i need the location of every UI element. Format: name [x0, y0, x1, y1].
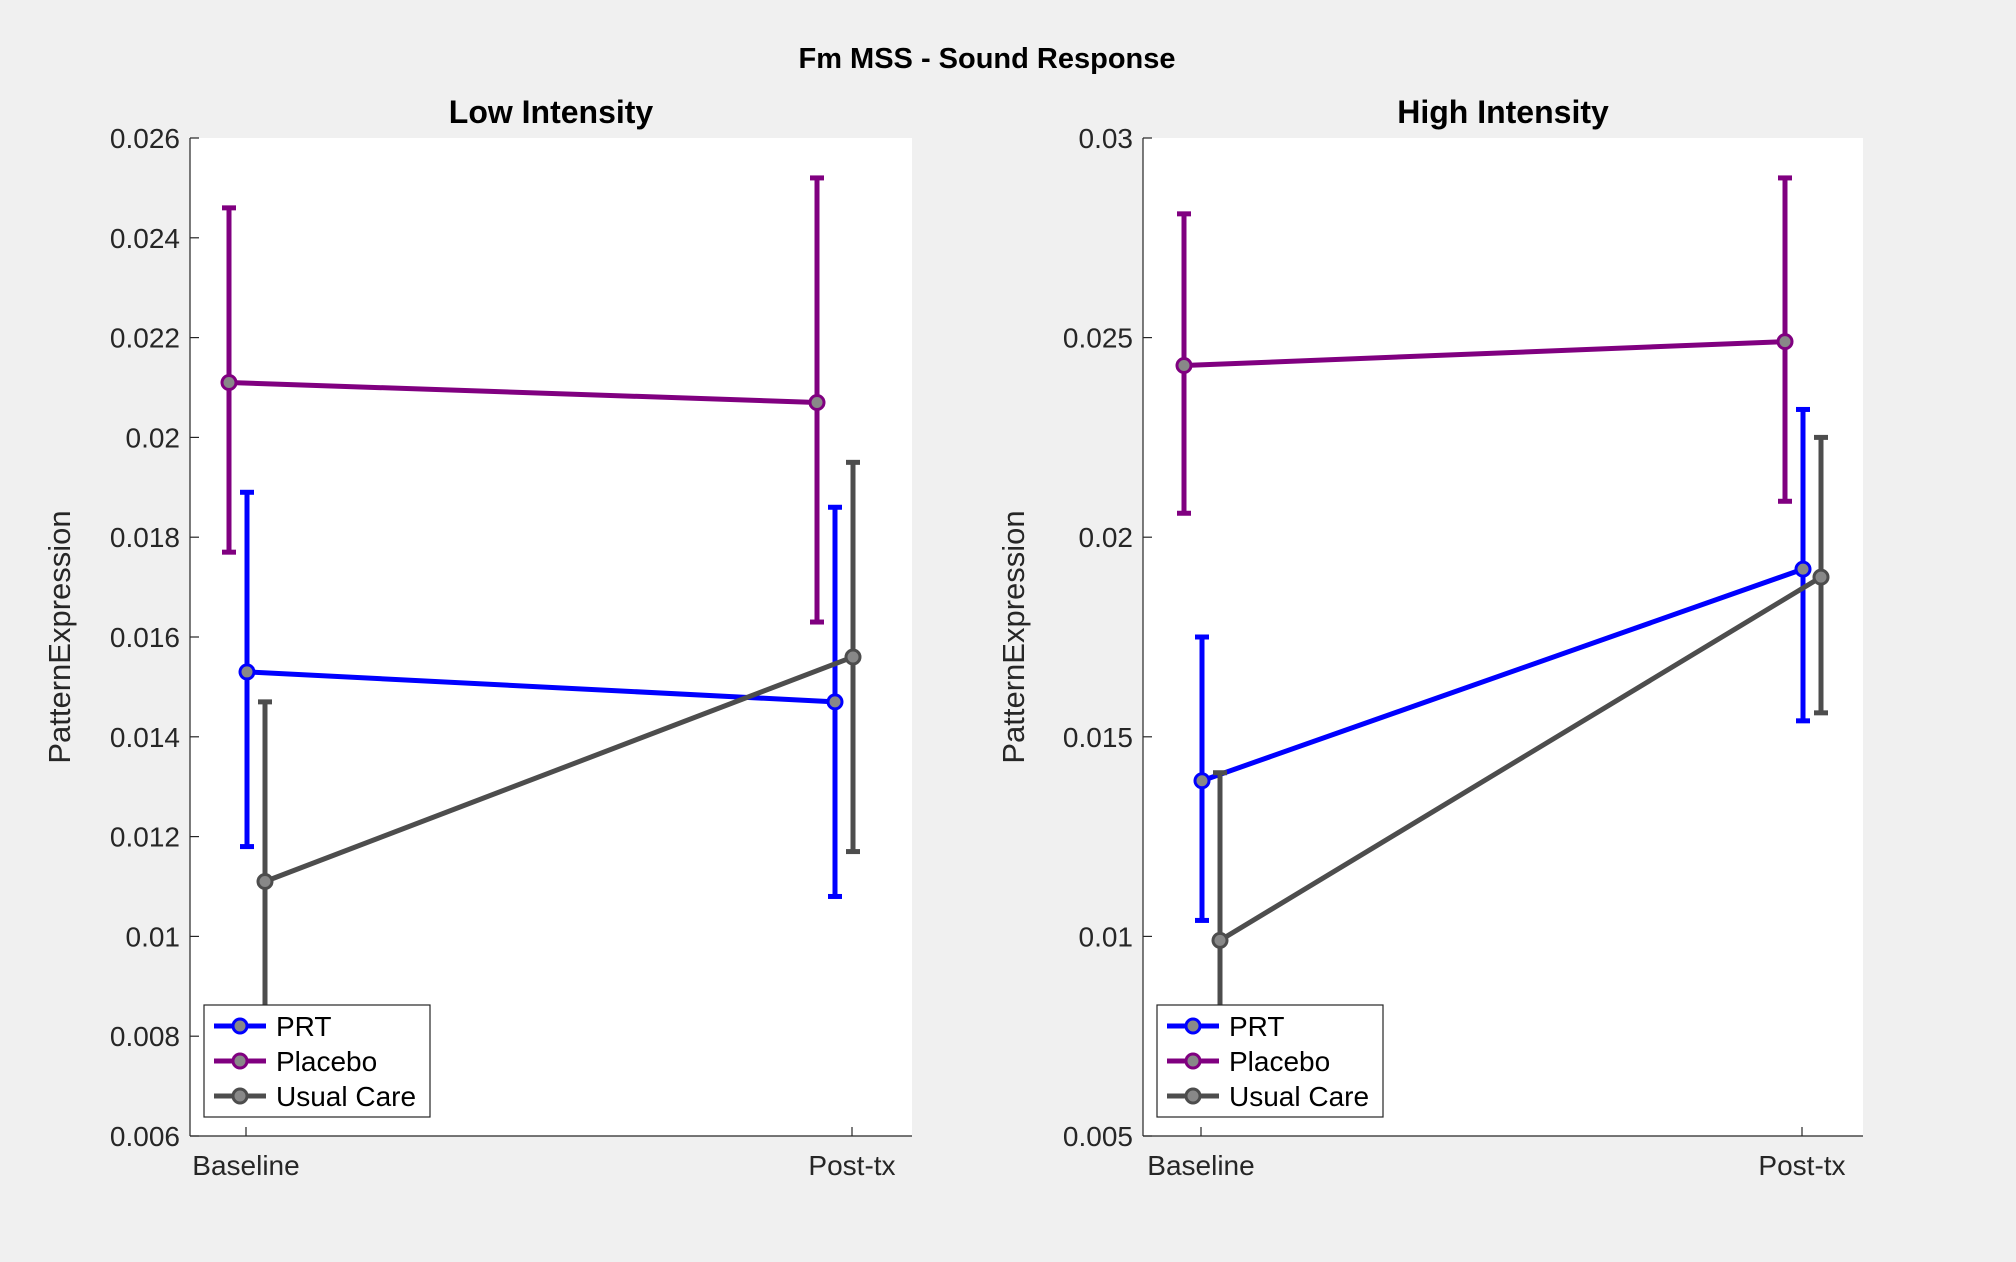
x-tick-label: Baseline	[192, 1150, 299, 1181]
y-tick-label: 0.02	[126, 422, 181, 453]
legend-swatch-marker	[1184, 1017, 1202, 1035]
y-tick-label: 0.014	[110, 722, 180, 753]
y-tick-label: 0.025	[1063, 323, 1133, 354]
series-marker	[238, 663, 256, 681]
y-tick-label: 0.024	[110, 223, 180, 254]
legend-label: Placebo	[276, 1046, 377, 1077]
data-layer	[220, 175, 862, 1059]
data-layer	[1175, 175, 1830, 1083]
series-line	[246, 669, 836, 705]
series-marker	[1211, 931, 1229, 949]
plot-area	[190, 138, 912, 1136]
series-marker	[1812, 568, 1830, 586]
series-line	[264, 654, 854, 884]
y-tick-label: 0.008	[110, 1021, 180, 1052]
legend-swatch-marker	[1184, 1052, 1202, 1070]
series-marker	[220, 374, 238, 392]
y-tick-label: 0.018	[110, 522, 180, 553]
high-intensity-panel: High Intensity 0.005 0.01 0.015 0.02 0.025 0.0…	[996, 94, 1863, 1181]
legend-label: PRT	[276, 1011, 332, 1042]
y-tick-label: 0.01	[1079, 921, 1134, 952]
series-line	[1218, 574, 1823, 943]
low-intensity-panel: Low Intensity 0.006 0.008 0.01 0.012 0.014 0.0…	[42, 94, 912, 1181]
x-tick-label: Baseline	[1147, 1150, 1254, 1181]
x-tick-label: Post-tx	[808, 1150, 895, 1181]
series-line	[1201, 566, 1804, 784]
y-tick-label: 0.03	[1079, 123, 1134, 154]
legend-label: PRT	[1229, 1011, 1285, 1042]
y-tick-label: 0.015	[1063, 722, 1133, 753]
series-line	[228, 380, 818, 405]
series-marker	[1794, 560, 1812, 578]
legend-swatch-marker	[231, 1087, 249, 1105]
legend-label: Usual Care	[1229, 1081, 1369, 1112]
y-tick-label: 0.01	[126, 921, 181, 952]
panel-title: High Intensity	[1397, 94, 1609, 130]
plot-area	[1143, 138, 1863, 1136]
series-marker	[1193, 772, 1211, 790]
series-marker	[1175, 357, 1193, 375]
legend-swatch-marker	[231, 1017, 249, 1035]
y-tick-label: 0.005	[1063, 1121, 1133, 1152]
series-marker	[1776, 333, 1794, 351]
legend-label: Placebo	[1229, 1046, 1330, 1077]
series-marker	[844, 648, 862, 666]
series-line	[1183, 339, 1786, 369]
y-tick-label: 0.016	[110, 622, 180, 653]
y-tick-label: 0.006	[110, 1121, 180, 1152]
legend-swatch-marker	[1184, 1087, 1202, 1105]
panel-title: Low Intensity	[449, 94, 654, 130]
legend-swatch-marker	[231, 1052, 249, 1070]
y-axis-label: PatternExpression	[996, 510, 1031, 763]
series-marker	[256, 873, 274, 891]
y-tick-label: 0.026	[110, 123, 180, 154]
y-axis-label: PatternExpression	[42, 510, 77, 763]
series-marker	[808, 393, 826, 411]
legend-label: Usual Care	[276, 1081, 416, 1112]
y-tick-label: 0.02	[1079, 522, 1134, 553]
figure-suptitle: Fm MSS - Sound Response	[798, 43, 1175, 75]
y-tick-label: 0.012	[110, 822, 180, 853]
x-tick-label: Post-tx	[1758, 1150, 1845, 1181]
y-tick-label: 0.022	[110, 323, 180, 354]
series-marker	[826, 693, 844, 711]
